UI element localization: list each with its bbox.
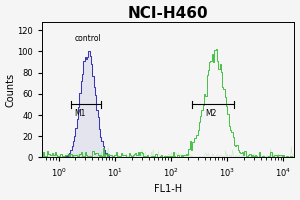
Text: M2: M2 <box>206 109 217 118</box>
X-axis label: FL1-H: FL1-H <box>154 184 182 194</box>
Text: M1: M1 <box>74 109 85 118</box>
Text: control: control <box>74 34 101 43</box>
Y-axis label: Counts: Counts <box>6 73 16 107</box>
Title: NCI-H460: NCI-H460 <box>128 6 208 21</box>
